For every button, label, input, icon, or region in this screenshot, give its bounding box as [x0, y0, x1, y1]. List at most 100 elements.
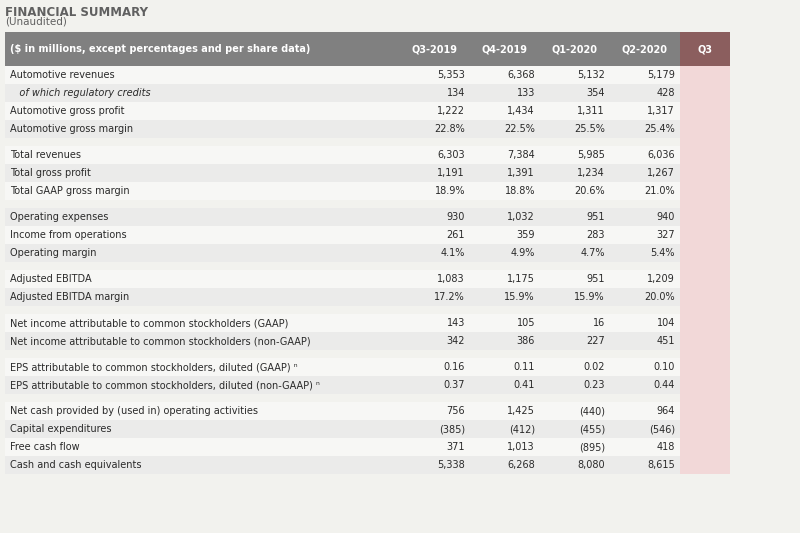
Bar: [400, 332, 470, 350]
Text: of which regulatory credits: of which regulatory credits: [10, 88, 150, 98]
Bar: [470, 138, 540, 146]
Bar: [540, 350, 610, 358]
Bar: [540, 244, 610, 262]
Text: 25.5%: 25.5%: [574, 124, 605, 134]
Text: 5,338: 5,338: [438, 460, 465, 470]
Text: 327: 327: [656, 230, 675, 240]
Bar: [610, 306, 680, 314]
Text: 0.37: 0.37: [443, 380, 465, 390]
Bar: [610, 376, 680, 394]
Text: 1,234: 1,234: [578, 168, 605, 178]
Text: 133: 133: [517, 88, 535, 98]
Bar: [5, 358, 400, 376]
Bar: [400, 208, 470, 226]
Text: Operating margin: Operating margin: [10, 248, 97, 258]
Text: (440): (440): [579, 406, 605, 416]
Bar: [540, 66, 610, 84]
Bar: [400, 456, 470, 474]
Text: 283: 283: [586, 230, 605, 240]
Bar: [470, 332, 540, 350]
Bar: [540, 358, 610, 376]
Bar: [540, 420, 610, 438]
Text: Q3-2019: Q3-2019: [412, 44, 458, 54]
Text: 7,384: 7,384: [507, 150, 535, 160]
Text: 1,013: 1,013: [507, 442, 535, 452]
Bar: [610, 288, 680, 306]
Bar: [400, 102, 470, 120]
Text: 105: 105: [517, 318, 535, 328]
Bar: [470, 376, 540, 394]
Bar: [540, 120, 610, 138]
Bar: [5, 262, 400, 270]
Text: 0.41: 0.41: [514, 380, 535, 390]
Text: 134: 134: [446, 88, 465, 98]
Bar: [610, 182, 680, 200]
Text: 951: 951: [586, 274, 605, 284]
Bar: [400, 182, 470, 200]
Bar: [540, 402, 610, 420]
Bar: [680, 66, 730, 84]
Bar: [540, 270, 610, 288]
Text: 6,268: 6,268: [507, 460, 535, 470]
Bar: [540, 306, 610, 314]
Bar: [680, 226, 730, 244]
Bar: [5, 402, 400, 420]
Bar: [680, 438, 730, 456]
Bar: [610, 208, 680, 226]
Bar: [680, 332, 730, 350]
Text: (Unaudited): (Unaudited): [5, 16, 67, 26]
Bar: [5, 146, 400, 164]
Text: 16: 16: [593, 318, 605, 328]
Bar: [400, 402, 470, 420]
Text: FINANCIAL SUMMARY: FINANCIAL SUMMARY: [5, 6, 148, 19]
Bar: [680, 164, 730, 182]
Text: 418: 418: [657, 442, 675, 452]
Bar: [5, 394, 400, 402]
Text: 8,080: 8,080: [578, 460, 605, 470]
Text: Automotive revenues: Automotive revenues: [10, 70, 114, 80]
Text: 354: 354: [586, 88, 605, 98]
Bar: [5, 182, 400, 200]
Bar: [680, 262, 730, 270]
Text: 104: 104: [657, 318, 675, 328]
Bar: [610, 200, 680, 208]
Bar: [680, 420, 730, 438]
Text: 1,191: 1,191: [438, 168, 465, 178]
Text: 930: 930: [446, 212, 465, 222]
Text: 451: 451: [657, 336, 675, 346]
Text: Q1-2020: Q1-2020: [552, 44, 598, 54]
Text: 964: 964: [657, 406, 675, 416]
Bar: [470, 314, 540, 332]
Bar: [540, 376, 610, 394]
Bar: [610, 226, 680, 244]
Text: Adjusted EBITDA: Adjusted EBITDA: [10, 274, 92, 284]
Text: 18.8%: 18.8%: [505, 186, 535, 196]
Text: 15.9%: 15.9%: [574, 292, 605, 302]
Bar: [5, 138, 400, 146]
Bar: [680, 138, 730, 146]
Bar: [680, 350, 730, 358]
Text: 1,317: 1,317: [647, 106, 675, 116]
Text: 1,083: 1,083: [438, 274, 465, 284]
Text: 0.10: 0.10: [654, 362, 675, 372]
Text: 1,267: 1,267: [647, 168, 675, 178]
Text: 1,209: 1,209: [647, 274, 675, 284]
Bar: [610, 84, 680, 102]
Bar: [610, 138, 680, 146]
Bar: [680, 200, 730, 208]
Bar: [610, 456, 680, 474]
Bar: [610, 314, 680, 332]
Bar: [400, 244, 470, 262]
Bar: [610, 350, 680, 358]
Text: 22.8%: 22.8%: [434, 124, 465, 134]
Bar: [610, 102, 680, 120]
Bar: [470, 306, 540, 314]
Bar: [400, 32, 470, 66]
Text: Total revenues: Total revenues: [10, 150, 81, 160]
Bar: [470, 66, 540, 84]
Bar: [470, 288, 540, 306]
Bar: [680, 32, 730, 66]
Bar: [400, 350, 470, 358]
Text: 951: 951: [586, 212, 605, 222]
Text: Total gross profit: Total gross profit: [10, 168, 91, 178]
